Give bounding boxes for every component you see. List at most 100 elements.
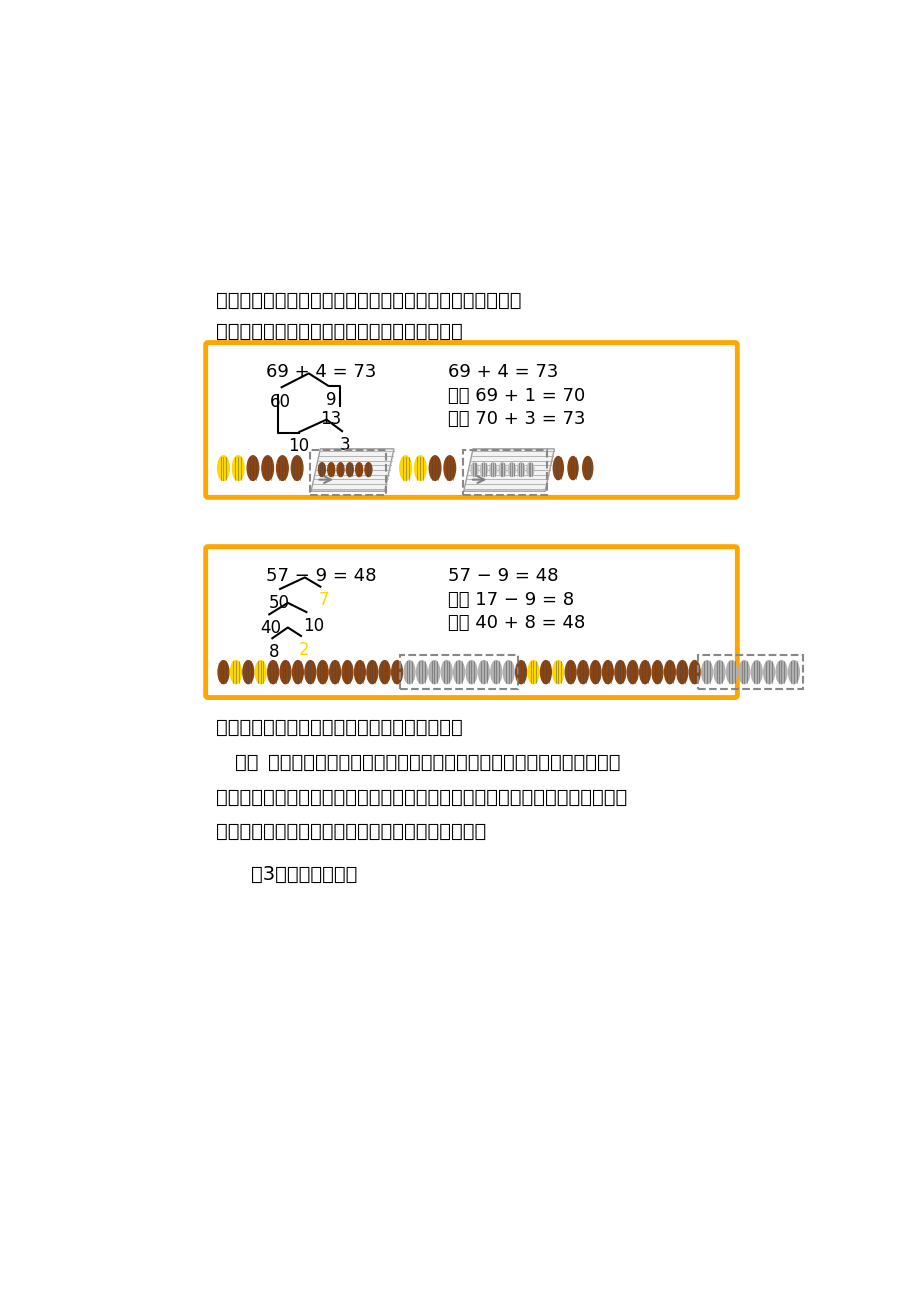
Bar <box>462 450 546 495</box>
Text: 10: 10 <box>288 437 309 456</box>
Text: 57 − 9 = 48: 57 − 9 = 48 <box>266 566 376 585</box>
Ellipse shape <box>255 660 266 684</box>
Ellipse shape <box>262 456 273 480</box>
Ellipse shape <box>267 660 278 684</box>
Ellipse shape <box>379 660 390 684</box>
Ellipse shape <box>751 660 761 684</box>
Ellipse shape <box>676 660 687 684</box>
Ellipse shape <box>726 660 736 684</box>
Ellipse shape <box>489 462 496 477</box>
Text: 7: 7 <box>319 591 329 609</box>
Ellipse shape <box>441 660 451 684</box>
Text: 8: 8 <box>269 643 279 661</box>
Ellipse shape <box>527 462 533 477</box>
Ellipse shape <box>471 462 478 477</box>
Ellipse shape <box>652 660 663 684</box>
Polygon shape <box>311 449 393 491</box>
Ellipse shape <box>552 457 562 479</box>
Ellipse shape <box>291 456 302 480</box>
Ellipse shape <box>429 456 440 480</box>
Ellipse shape <box>478 660 489 684</box>
Ellipse shape <box>567 457 577 479</box>
Ellipse shape <box>231 660 241 684</box>
Ellipse shape <box>304 660 315 684</box>
Ellipse shape <box>503 660 514 684</box>
Ellipse shape <box>602 660 613 684</box>
Ellipse shape <box>738 660 749 684</box>
Ellipse shape <box>444 456 455 480</box>
Text: 2: 2 <box>299 641 309 659</box>
Ellipse shape <box>528 660 539 684</box>
Ellipse shape <box>701 660 711 684</box>
Ellipse shape <box>508 462 515 477</box>
Ellipse shape <box>480 462 487 477</box>
Text: 57 − 9 = 48: 57 − 9 = 48 <box>448 566 558 585</box>
Ellipse shape <box>552 660 563 684</box>
Bar <box>310 450 386 495</box>
Ellipse shape <box>277 456 288 480</box>
Ellipse shape <box>342 660 353 684</box>
Text: 我们在计算的时候要注意，相同数位上的数相加减，也就是个位上的: 我们在计算的时候要注意，相同数位上的数相加减，也就是个位上的 <box>267 753 619 772</box>
FancyBboxPatch shape <box>206 342 736 497</box>
Ellipse shape <box>403 660 414 684</box>
Text: 69 + 4 = 73: 69 + 4 = 73 <box>448 362 558 380</box>
Ellipse shape <box>517 462 524 477</box>
Ellipse shape <box>292 660 303 684</box>
Ellipse shape <box>365 462 371 477</box>
Text: 40: 40 <box>260 618 280 637</box>
Ellipse shape <box>279 660 290 684</box>
Text: 50: 50 <box>269 594 289 612</box>
Ellipse shape <box>318 462 325 477</box>
Ellipse shape <box>336 462 344 477</box>
Ellipse shape <box>763 660 774 684</box>
Text: 监控：第二单元学习的这些运算内容，我们都是怎么算的？: 监控：第二单元学习的这些运算内容，我们都是怎么算的？ <box>216 290 521 310</box>
Text: 预设：用退位减法来说说，减法题是怎么算的。: 预设：用退位减法来说说，减法题是怎么算的。 <box>216 719 462 737</box>
Ellipse shape <box>713 660 724 684</box>
Ellipse shape <box>416 660 426 684</box>
Ellipse shape <box>233 456 244 480</box>
Ellipse shape <box>539 660 550 684</box>
Ellipse shape <box>391 660 403 684</box>
Ellipse shape <box>788 660 799 684</box>
Text: 再算 40 + 8 = 48: 再算 40 + 8 = 48 <box>448 615 584 633</box>
Text: （3）第四单元回顾: （3）第四单元回顾 <box>250 865 357 884</box>
Ellipse shape <box>589 660 600 684</box>
Ellipse shape <box>564 660 575 684</box>
Text: 10: 10 <box>303 617 324 634</box>
FancyBboxPatch shape <box>206 547 736 698</box>
Ellipse shape <box>664 660 675 684</box>
Ellipse shape <box>317 660 328 684</box>
Text: 9: 9 <box>325 391 336 409</box>
Text: 数和个位上的数相加减，十位上的数和十位上的数相加减，个位上的数相加满十: 数和个位上的数相加减，十位上的数和十位上的数相加减，个位上的数相加满十 <box>216 788 627 807</box>
Ellipse shape <box>243 660 254 684</box>
Bar <box>400 655 517 689</box>
Ellipse shape <box>327 462 335 477</box>
Ellipse shape <box>516 660 526 684</box>
Ellipse shape <box>577 660 588 684</box>
Polygon shape <box>463 449 554 491</box>
Ellipse shape <box>346 462 353 477</box>
Ellipse shape <box>491 660 501 684</box>
Text: 了要向十位进一，个位上的数不够减要从十位退一。: 了要向十位进一，个位上的数不够减要从十位退一。 <box>216 823 485 841</box>
Ellipse shape <box>453 660 464 684</box>
Text: 13: 13 <box>320 410 341 428</box>
Ellipse shape <box>688 660 699 684</box>
Ellipse shape <box>247 456 258 480</box>
Ellipse shape <box>582 457 592 479</box>
Ellipse shape <box>614 660 625 684</box>
Text: 预设：用进位加法来说说，加法题是怎么算的。: 预设：用进位加法来说说，加法题是怎么算的。 <box>216 322 462 341</box>
Ellipse shape <box>498 462 505 477</box>
Ellipse shape <box>466 660 476 684</box>
Ellipse shape <box>400 456 411 480</box>
Text: 先算 17 − 9 = 8: 先算 17 − 9 = 8 <box>448 591 573 609</box>
Ellipse shape <box>354 660 365 684</box>
Ellipse shape <box>627 660 638 684</box>
Text: 69 + 4 = 73: 69 + 4 = 73 <box>266 362 376 380</box>
Ellipse shape <box>218 456 229 480</box>
Text: 小结: 小结 <box>235 753 258 772</box>
Ellipse shape <box>218 660 229 684</box>
Text: 3: 3 <box>339 436 350 454</box>
Ellipse shape <box>428 660 439 684</box>
Text: 再算 70 + 3 = 73: 再算 70 + 3 = 73 <box>448 410 585 428</box>
Ellipse shape <box>639 660 650 684</box>
